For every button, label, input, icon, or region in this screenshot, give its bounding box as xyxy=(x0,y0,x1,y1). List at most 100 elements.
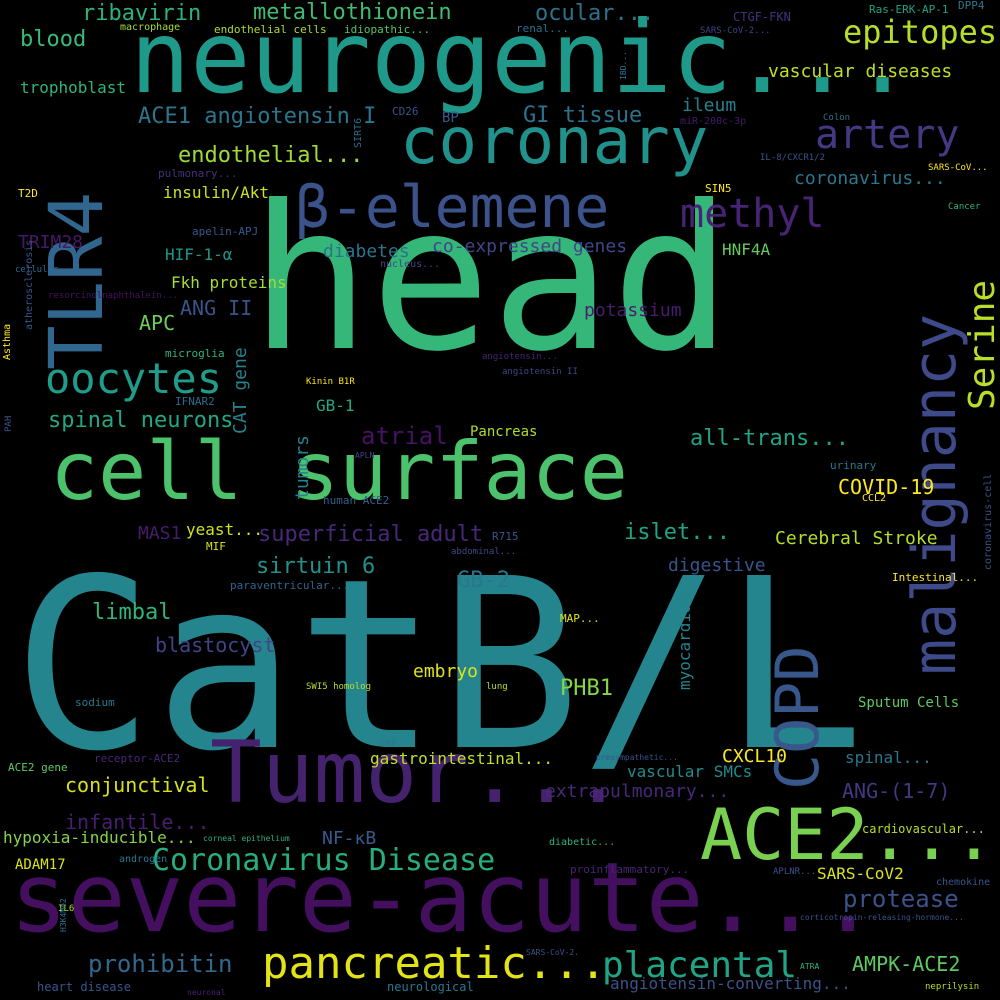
cloud-word: hypoxia-inducible... xyxy=(3,828,196,847)
cloud-word: renal... xyxy=(516,22,569,35)
cloud-word: blood xyxy=(20,27,87,52)
cloud-word: proinflammatory... xyxy=(570,863,690,876)
cloud-word: IBD... xyxy=(619,51,628,80)
cloud-word: APLNR... xyxy=(773,867,817,877)
cloud-word: IL-8/CXCR1/2 xyxy=(760,153,826,163)
cloud-word: infantile... xyxy=(65,810,210,834)
cloud-word: co-expressed genes xyxy=(432,236,628,257)
cloud-word: CAT gene xyxy=(230,347,251,434)
cloud-word: resorcinolnaphthalein... xyxy=(48,291,179,301)
cloud-word: PHB1 xyxy=(560,676,613,701)
cloud-word: head xyxy=(250,163,732,396)
cloud-word: SARS-CoV... xyxy=(928,163,988,173)
cloud-word: Fkh proteins xyxy=(171,273,287,292)
cloud-word: PAH xyxy=(4,415,14,432)
cloud-word: abdominal... xyxy=(451,547,517,557)
cloud-word: digestive xyxy=(668,555,766,576)
cloud-word: ATRA xyxy=(800,962,820,971)
cloud-word: superficial adult xyxy=(258,522,484,547)
cloud-word: Kinin B1R xyxy=(306,377,355,387)
cloud-word: HNF4A xyxy=(722,240,771,259)
cloud-word: R715 xyxy=(492,530,519,543)
cloud-word: spinal neurons xyxy=(48,408,234,433)
cloud-word: ribavirin xyxy=(82,1,202,26)
cloud-word: placental xyxy=(602,945,798,986)
cloud-word: idiopathic... xyxy=(344,23,431,36)
cloud-word: yeast... xyxy=(186,520,264,539)
cloud-word: Coronavirus Disease xyxy=(152,843,496,878)
cloud-word: endothelial cells xyxy=(214,23,327,36)
cloud-word: neurogenic... xyxy=(130,0,913,116)
cloud-word: pancreatic... xyxy=(262,938,607,989)
cloud-word: severe-acute... xyxy=(10,842,877,954)
cloud-word: coronavirus... xyxy=(794,168,946,189)
cloud-word: insulin/Akt xyxy=(163,183,269,202)
cloud-word: SARS-CoV-2. xyxy=(526,948,579,957)
cloud-word: blastocyst xyxy=(155,633,276,657)
cloud-word: heart disease xyxy=(37,980,131,994)
cloud-word: potassium xyxy=(584,300,682,321)
cloud-word: MAP... xyxy=(560,612,600,625)
cloud-word: diabetic... xyxy=(549,837,616,848)
cloud-word: angiotensin-converting... xyxy=(610,974,851,993)
cloud-word: β-elemene xyxy=(295,173,610,241)
cloud-word: limbal xyxy=(92,600,172,625)
cloud-word: conjunctival xyxy=(65,773,210,797)
cloud-word: HIF-1-α xyxy=(165,245,233,264)
cloud-word: paraventricular... xyxy=(230,579,350,592)
cloud-word: androgen xyxy=(119,854,168,865)
cloud-word: Serine xyxy=(962,279,1000,410)
cloud-word: SWI5 homolog xyxy=(306,682,372,692)
cloud-word: H3K4Me2 xyxy=(59,898,68,932)
cloud-word: neuronal xyxy=(187,988,226,997)
cloud-word: AMPK-ACE2 xyxy=(852,952,961,976)
cloud-word: CXCL10 xyxy=(722,746,788,767)
cloud-word: apelin-APJ xyxy=(192,225,259,238)
cloud-word: embryo xyxy=(413,661,479,682)
cloud-word: GB-1 xyxy=(316,396,355,415)
cloud-word: SIRT6 xyxy=(353,117,364,148)
cloud-word: neprilysin xyxy=(925,982,980,992)
cloud-word: DPP4 xyxy=(958,0,985,12)
cloud-word: artery xyxy=(815,112,960,158)
cloud-word: IFNAR2 xyxy=(175,395,215,408)
cloud-word: nucleus... xyxy=(380,259,441,270)
cloud-word: Sputum Cells xyxy=(858,695,960,711)
cloud-word: ocular... xyxy=(535,1,655,26)
cloud-word: corticotropin-releasing-hormone... xyxy=(800,913,964,922)
cloud-word: cellular xyxy=(15,265,59,275)
cloud-word: Ras-ERK-AP-1 xyxy=(869,3,949,16)
cloud-word: urinary xyxy=(830,459,877,472)
cloud-word: MIF xyxy=(206,540,226,553)
cloud-word: tumors xyxy=(292,434,313,500)
cloud-word: SIN5 xyxy=(705,182,732,195)
cloud-word: spinal... xyxy=(845,748,932,767)
cloud-word: prohibitin xyxy=(88,950,233,978)
cloud-word: coronary xyxy=(400,105,709,179)
cloud-word: NF-κB xyxy=(322,828,377,849)
cloud-word: cGMP xyxy=(377,739,397,748)
cloud-word: Tumor... xyxy=(210,723,625,823)
cloud-word: diabetes xyxy=(323,241,410,262)
cloud-word: BP xyxy=(442,110,459,126)
cloud-word: SARS-CoV2 xyxy=(817,864,904,883)
cloud-word: ANG-(1-7) xyxy=(842,779,951,803)
cloud-word: oocytes xyxy=(45,354,223,403)
cloud-word: microglia xyxy=(165,347,225,360)
cloud-word: Asthma xyxy=(2,323,13,360)
cloud-word: extrapulmonary... xyxy=(545,781,730,802)
cloud-word: ACE2... xyxy=(700,794,996,876)
cloud-word: Colon xyxy=(823,113,851,123)
cloud-word: vascular diseases xyxy=(768,61,953,82)
cloud-word: trophoblast xyxy=(20,78,126,97)
cloud-word: metallothionein xyxy=(253,0,452,25)
cloud-word: sodium xyxy=(75,696,115,709)
cloud-word: angiotensin II xyxy=(502,367,578,377)
cloud-word: COVID-19 xyxy=(838,475,935,499)
cloud-word: lung xyxy=(486,682,508,692)
cloud-word: CCL2 xyxy=(862,493,887,504)
cloud-word: presympathetic... xyxy=(596,753,678,762)
cloud-word: CD26 xyxy=(392,105,419,118)
cloud-word: ANG II xyxy=(180,296,253,320)
cloud-word: CTGF-FKN xyxy=(733,10,791,24)
